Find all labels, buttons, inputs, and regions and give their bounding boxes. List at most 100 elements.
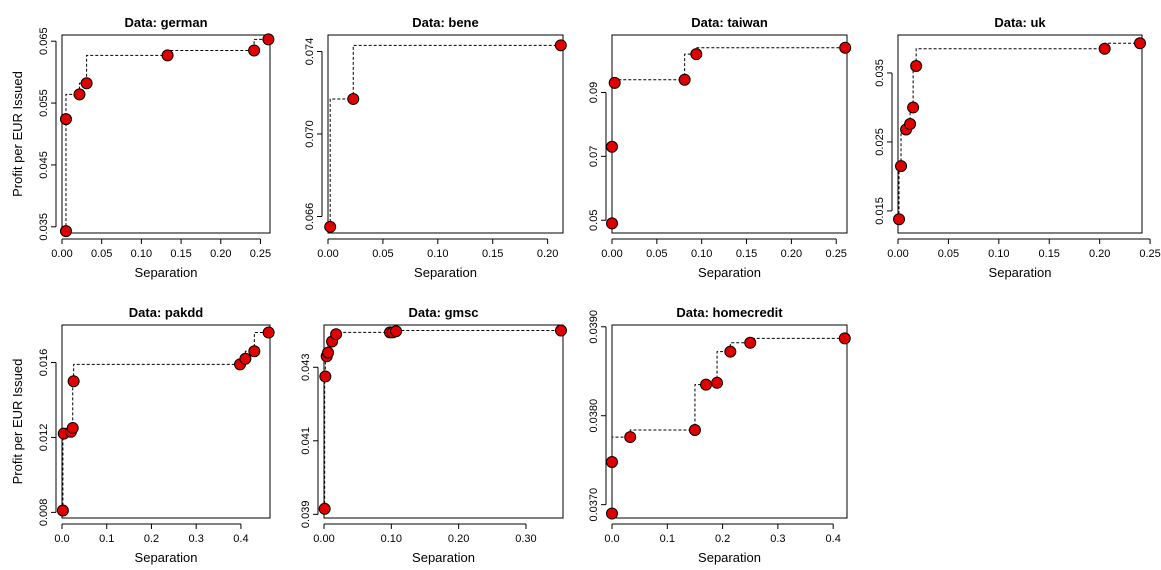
x-tick-label: 0.05: [372, 248, 393, 260]
y-tick-label: 0.0380: [588, 399, 600, 433]
data-point: [59, 225, 72, 238]
step-frontier-line: [611, 47, 846, 224]
data-point: [322, 346, 335, 359]
x-tick-label: 0.25: [826, 248, 847, 260]
data-point: [324, 220, 337, 233]
data-point: [262, 33, 275, 46]
x-tick-label: 0.15: [736, 248, 757, 260]
y-tick-label: 0.070: [304, 120, 316, 148]
x-tick-label: 0.30: [515, 533, 536, 545]
data-point: [248, 345, 261, 358]
data-point: [248, 44, 261, 57]
data-point: [606, 140, 618, 153]
y-tick-label: 0.015: [874, 197, 886, 225]
y-tick-label: 0.039: [300, 501, 312, 529]
step-frontier-line: [898, 42, 1140, 220]
data-point: [606, 217, 618, 230]
data-point: [895, 160, 908, 173]
y-tick-label: 0.035: [38, 213, 50, 241]
step-frontier-line: [329, 44, 561, 227]
y-tick-label: 0.043: [300, 354, 312, 382]
x-tick-label: 0.3: [770, 533, 785, 545]
data-point: [1133, 37, 1146, 50]
panel-title: Data: homecredit: [676, 305, 783, 320]
data-point: [700, 378, 712, 391]
x-tick-label: 0.00: [51, 248, 72, 260]
x-tick-label: 0.3: [189, 533, 204, 545]
panel-gmsc: Data: gmsc 0.00 0.10 0.20 0.30 Separation 0.03…: [300, 305, 567, 565]
x-tick-label: 0.20: [537, 248, 558, 260]
x-tick-label: 0.0: [54, 533, 69, 545]
data-point: [66, 422, 79, 435]
x-tick-label: 0.00: [313, 533, 334, 545]
data-point: [839, 41, 852, 54]
data-point: [59, 113, 72, 126]
x-tick-label: 0.10: [131, 248, 152, 260]
data-point: [606, 455, 618, 468]
panel-title: Data: pakdd: [129, 305, 203, 320]
x-tick-label: 0.4: [826, 533, 841, 545]
data-point: [554, 324, 567, 337]
step-frontier-line: [324, 330, 561, 509]
x-tick-label: 0.1: [99, 533, 114, 545]
data-point: [330, 328, 343, 341]
data-point: [904, 117, 917, 130]
panel-pakdd: Data: pakdd 0.0 0.1 0.2 0.3 0.4 Separation 0.00…: [10, 305, 275, 565]
data-point: [73, 88, 86, 101]
plot-frame: [323, 324, 564, 519]
x-axis-label: Separation: [414, 265, 477, 280]
x-tick-label: 0.0: [604, 533, 619, 545]
data-point: [838, 332, 851, 345]
x-tick-label: 0.05: [91, 248, 112, 260]
y-tick-label: 0.09: [588, 82, 600, 103]
data-point: [910, 60, 923, 73]
y-tick-label: 0.012: [38, 424, 50, 452]
data-point: [390, 325, 403, 338]
x-tick-label: 0.10: [988, 248, 1009, 260]
data-point: [711, 376, 724, 389]
x-tick-label: 0.00: [317, 248, 338, 260]
x-tick-label: 0.4: [233, 533, 248, 545]
y-axis-label: Profit per EUR Issued: [10, 71, 25, 197]
data-point: [678, 73, 691, 86]
data-point: [688, 423, 701, 436]
x-axis-label: Separation: [698, 550, 761, 565]
step-frontier-line: [65, 38, 269, 232]
y-tick-label: 0.0370: [588, 488, 600, 522]
x-tick-label: 0.05: [938, 248, 959, 260]
x-tick-label: 0.20: [781, 248, 802, 260]
y-tick-label: 0.0390: [588, 310, 600, 344]
data-point: [67, 375, 80, 388]
x-tick-label: 0.15: [482, 248, 503, 260]
x-tick-label: 0.00: [601, 248, 622, 260]
panel-taiwan: Data: taiwan 0.00 0.05 0.10 0.15 0.20 0.25 Sepa…: [588, 15, 852, 280]
data-point: [1098, 42, 1111, 55]
y-tick-label: 0.055: [38, 89, 50, 117]
x-axis-label: Separation: [412, 550, 475, 565]
data-point: [554, 39, 567, 52]
data-point: [347, 92, 360, 105]
x-axis-label: Separation: [135, 550, 198, 565]
panel-title: Data: gmsc: [408, 305, 478, 320]
data-point: [724, 345, 737, 358]
plot-frame: [61, 34, 271, 234]
y-axis-label: Profit per EUR Issued: [10, 359, 25, 485]
y-tick-label: 0.041: [300, 427, 312, 455]
data-point: [239, 352, 252, 365]
step-frontier-line: [611, 337, 845, 514]
plot-frame: [327, 34, 564, 234]
data-point: [80, 77, 93, 90]
x-tick-label: 0.15: [1039, 248, 1060, 260]
panel-title: Data: bene: [412, 15, 478, 30]
y-tick-label: 0.035: [874, 59, 886, 87]
x-tick-label: 0.2: [715, 533, 730, 545]
data-point: [893, 213, 906, 226]
data-point: [319, 370, 332, 383]
y-tick-label: 0.07: [588, 146, 600, 167]
data-point: [907, 101, 920, 114]
panel-title: Data: german: [124, 15, 207, 30]
y-tick-label: 0.066: [304, 203, 316, 231]
data-point: [690, 48, 703, 61]
x-tick-label: 0.2: [144, 533, 159, 545]
data-point: [624, 431, 637, 444]
